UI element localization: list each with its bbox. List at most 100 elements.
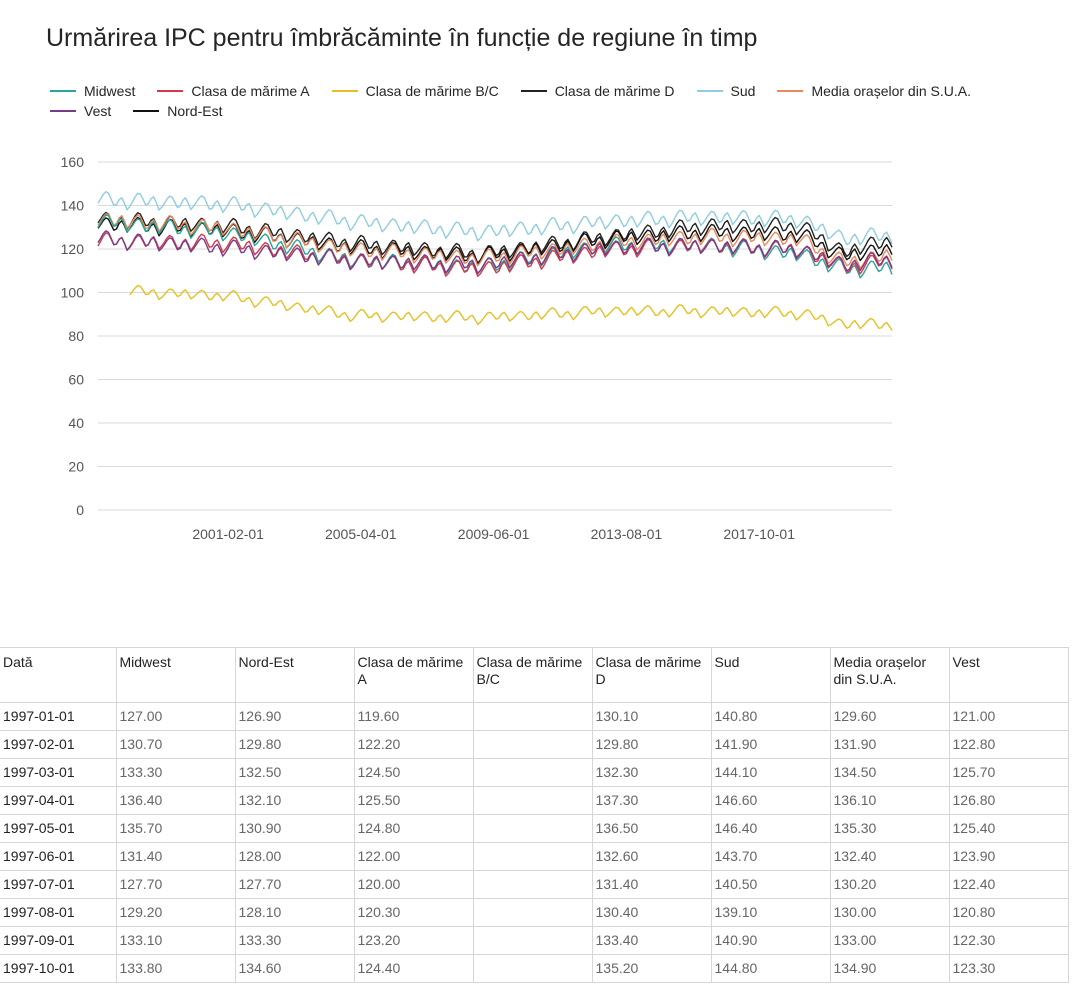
table-cell-date: 1997-05-01 (0, 814, 117, 843)
table-cell-clasa-de-marime-a: 125.50 (353, 786, 474, 815)
legend-swatch-clasa-de-marime-a (157, 89, 184, 92)
table-cell-sud: 140.90 (710, 926, 831, 955)
column-header-clasa-de-marime-b-c[interactable]: Clasa de mărime B/C (472, 647, 593, 703)
table-row: 1997-05-01 135.70 130.90 124.80 136.50 146.40… (0, 814, 1069, 843)
table-header-row: Dată Midwest Nord-Est Clasa de mărime A Clas… (0, 647, 1069, 703)
table-cell-sud: 141.90 (710, 730, 831, 759)
table-cell-nord-est: 128.10 (234, 898, 355, 927)
series-line-sud[interactable] (97, 191, 893, 246)
column-header-midwest[interactable]: Midwest (115, 647, 236, 703)
table-cell-clasa-de-marime-a: 120.00 (353, 870, 474, 899)
legend-swatch-midwest (50, 89, 76, 92)
table-row: 1997-09-01 133.10 133.30 123.20 133.40 140.90… (0, 926, 1069, 955)
table-cell-midwest: 133.80 (115, 954, 236, 983)
table-cell-clasa-de-marime-d: 129.80 (591, 730, 712, 759)
x-tick-label: 2009-06-01 (458, 526, 530, 542)
data-table: Dată Midwest Nord-Est Clasa de mărime A Clas… (0, 647, 1069, 983)
table-cell-date: 1997-07-01 (0, 870, 117, 899)
table-cell-sud: 140.80 (710, 702, 831, 731)
table-cell-date: 1997-03-01 (0, 758, 117, 787)
series-line-clasa-de-marime-d[interactable] (97, 211, 893, 264)
legend-item-media-oraselor-din-s-u-a[interactable]: Media orașelor din S.U.A. (777, 82, 971, 99)
table-cell-media-oraselor-din-s-u-a: 130.00 (829, 898, 950, 927)
chart-legend: Midwest Clasa de mărime A Clasa de mărime … (50, 82, 1040, 119)
table-row: 1997-10-01 133.80 134.60 124.40 135.20 144.80… (0, 954, 1069, 983)
legend-label-clasa-de-marime-d: Clasa de mărime D (554, 82, 675, 99)
legend-item-sud[interactable]: Sud (696, 82, 755, 99)
column-header-clasa-de-marime-d[interactable]: Clasa de mărime D (591, 647, 712, 703)
table-cell-midwest: 136.40 (115, 786, 236, 815)
y-tick-label: 120 (61, 241, 85, 257)
table-cell-midwest: 131.40 (115, 842, 236, 871)
legend-item-vest[interactable]: Vest (50, 102, 111, 119)
table-cell-clasa-de-marime-b-c (472, 870, 593, 899)
table-cell-clasa-de-marime-a: 124.40 (353, 954, 474, 983)
table-cell-nord-est: 134.60 (234, 954, 355, 983)
table-cell-midwest: 135.70 (115, 814, 236, 843)
table-cell-clasa-de-marime-a: 120.30 (353, 898, 474, 927)
table-cell-midwest: 129.20 (115, 898, 236, 927)
table-cell-vest: 123.30 (948, 954, 1069, 983)
column-header-media-oraselor-din-s-u-a[interactable]: Media orașelor din S.U.A. (829, 647, 950, 703)
column-header-vest[interactable]: Vest (948, 647, 1069, 703)
table-cell-vest: 123.90 (948, 842, 1069, 871)
table-cell-clasa-de-marime-a: 119.60 (353, 702, 474, 731)
legend-item-nord-est[interactable]: Nord-Est (133, 102, 222, 119)
series-line-clasa-de-marime-b-c[interactable] (129, 284, 893, 331)
legend-swatch-vest (50, 109, 76, 112)
y-tick-label: 60 (68, 372, 84, 388)
legend-item-midwest[interactable]: Midwest (50, 82, 135, 99)
table-cell-clasa-de-marime-a: 124.50 (353, 758, 474, 787)
table-cell-date: 1997-10-01 (0, 954, 117, 983)
table-cell-media-oraselor-din-s-u-a: 134.90 (829, 954, 950, 983)
legend-swatch-nord-est (133, 109, 160, 112)
table-cell-vest: 120.80 (948, 898, 1069, 927)
x-tick-label: 2013-08-01 (591, 526, 663, 542)
legend-item-clasa-de-marime-b-c[interactable]: Clasa de mărime B/C (331, 82, 499, 99)
legend-label-clasa-de-marime-a: Clasa de mărime A (191, 82, 310, 99)
table-cell-vest: 125.70 (948, 758, 1069, 787)
table-cell-nord-est: 127.70 (234, 870, 355, 899)
chart-title: Urmărirea IPC pentru îmbrăcăminte în fun… (46, 24, 758, 52)
legend-item-clasa-de-marime-a[interactable]: Clasa de mărime A (157, 82, 310, 99)
table-cell-date: 1997-01-01 (0, 702, 117, 731)
table-cell-media-oraselor-din-s-u-a: 133.00 (829, 926, 950, 955)
table-cell-nord-est: 132.10 (234, 786, 355, 815)
table-cell-clasa-de-marime-b-c (472, 758, 593, 787)
y-tick-label: 100 (61, 285, 85, 301)
table-cell-media-oraselor-din-s-u-a: 131.90 (829, 730, 950, 759)
table-cell-nord-est: 130.90 (234, 814, 355, 843)
table-cell-date: 1997-09-01 (0, 926, 117, 955)
y-tick-label: 20 (68, 459, 84, 475)
table-cell-nord-est: 128.00 (234, 842, 355, 871)
column-header-sud[interactable]: Sud (710, 647, 831, 703)
table-cell-vest: 122.80 (948, 730, 1069, 759)
table-cell-media-oraselor-din-s-u-a: 130.20 (829, 870, 950, 899)
table-cell-date: 1997-08-01 (0, 898, 117, 927)
table-row: 1997-04-01 136.40 132.10 125.50 137.30 146.60… (0, 786, 1069, 815)
y-tick-label: 0 (76, 502, 84, 518)
table-cell-media-oraselor-din-s-u-a: 134.50 (829, 758, 950, 787)
column-header-data[interactable]: Dată (0, 647, 117, 703)
column-header-clasa-de-marime-a[interactable]: Clasa de mărime A (353, 647, 474, 703)
series-line-media-oraselor-din-s-u-a[interactable] (97, 212, 893, 270)
y-tick-label: 140 (61, 198, 85, 214)
y-tick-label: 40 (68, 415, 84, 431)
legend-label-vest: Vest (84, 102, 112, 119)
x-tick-label: 2001-02-01 (192, 526, 264, 542)
legend-swatch-media-oraselor-din-s-u-a (777, 89, 804, 92)
x-tick-label: 2017-10-01 (723, 526, 795, 542)
table-cell-clasa-de-marime-b-c (472, 730, 593, 759)
legend-item-clasa-de-marime-d[interactable]: Clasa de mărime D (520, 82, 675, 99)
table-cell-nord-est: 133.30 (234, 926, 355, 955)
table-cell-midwest: 130.70 (115, 730, 236, 759)
table-cell-sud: 146.60 (710, 786, 831, 815)
table-cell-clasa-de-marime-a: 123.20 (353, 926, 474, 955)
series-line-vest[interactable] (97, 230, 893, 274)
legend-label-nord-est: Nord-Est (167, 102, 223, 119)
column-header-nord-est[interactable]: Nord-Est (234, 647, 355, 703)
y-tick-label: 160 (61, 154, 85, 170)
table-cell-sud: 143.70 (710, 842, 831, 871)
table-cell-vest: 122.30 (948, 926, 1069, 955)
table-cell-clasa-de-marime-d: 137.30 (591, 786, 712, 815)
